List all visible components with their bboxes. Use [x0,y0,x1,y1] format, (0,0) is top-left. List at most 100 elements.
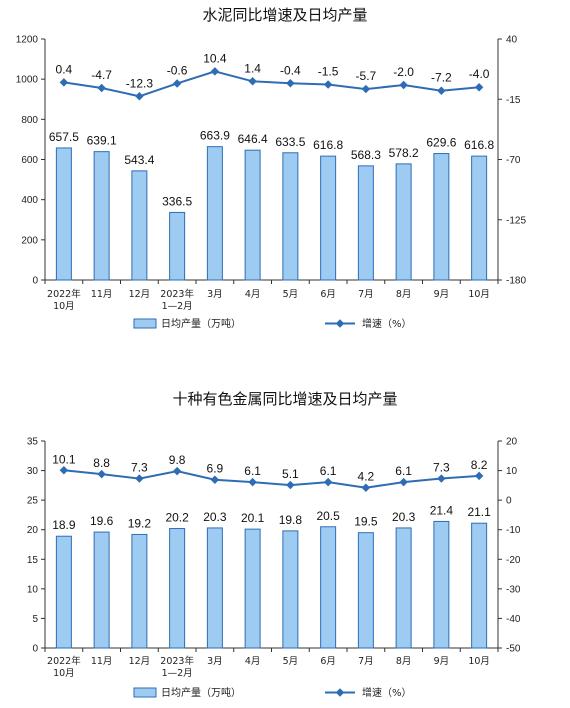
bar-value-label: 21.1 [467,505,491,519]
category-label: 2022年 10月 [47,655,81,679]
left-tick-label: 200 [21,235,38,246]
line-marker [399,80,408,90]
legend-bar-swatch [133,318,157,329]
bar-value-label: 663.9 [200,129,230,143]
left-tick-label: 35 [27,437,39,448]
line-marker [323,80,333,89]
line-value-label: 6.1 [244,464,261,478]
bar-value-label: 616.8 [313,138,343,152]
bar [169,211,186,281]
category-label: 5月 [283,656,299,667]
left-tick-label: 1000 [16,75,39,86]
category-label: 2023年 1—2月 [160,288,194,312]
left-tick-label: 20 [27,525,39,536]
bar [357,532,374,649]
category-label: 3月 [207,289,223,300]
category-label: 11月 [91,289,113,300]
category-label: 4月 [245,289,261,300]
line-value-label: -2.0 [393,65,414,79]
line-value-label: 0.4 [56,62,73,76]
left-tick-label: 15 [27,555,39,566]
line-marker [248,77,257,86]
left-tick-label: 400 [21,195,38,206]
legend-bar-swatch [133,687,157,698]
bar [471,522,488,649]
line-value-label: 1.4 [244,61,261,75]
bar [433,153,450,281]
category-label: 11月 [91,656,113,667]
bar-value-label: 20.5 [316,509,340,523]
line-marker [59,78,69,87]
bar [131,533,148,649]
bar-value-label: 20.2 [165,511,189,525]
line-marker [286,480,295,490]
legend-line-marker [335,319,345,328]
bar-value-label: 646.4 [238,132,268,146]
line-marker [437,86,446,95]
bar [93,151,110,281]
left-tick-label: 10 [27,584,39,595]
growth-line [63,469,480,489]
bar [320,155,337,281]
bar-value-label: 19.8 [279,513,303,527]
chart-title: 水泥同比增速及日均产量 [202,6,367,24]
line-value-label: -0.4 [280,63,301,77]
bar-value-label: 657.5 [49,130,79,144]
line-marker [135,474,144,483]
bar-value-label: 578.2 [389,146,419,160]
bar-value-label: 20.3 [392,510,416,524]
category-label: 8月 [396,289,412,300]
line-value-label: 6.1 [395,464,412,478]
bar-value-label: 19.6 [90,514,114,528]
left-tick-label: 600 [21,155,38,166]
bar [282,530,299,649]
bar [244,149,261,281]
bar-value-label: 21.4 [430,503,454,517]
line-marker [172,79,182,88]
right-tick-label: 0 [506,496,512,507]
line-marker [286,79,295,88]
right-tick-label: -70 [506,155,521,166]
category-label: 12月 [129,656,151,667]
category-label: 7月 [358,656,374,667]
category-label: 4月 [245,656,261,667]
bar [395,527,412,649]
line-value-label: 8.8 [93,456,110,470]
category-label: 3月 [207,656,223,667]
left-tick-label: 0 [32,644,38,655]
line-value-label: 10.4 [203,51,227,65]
right-tick-label: 20 [506,437,518,448]
line-marker [210,67,220,76]
line-value-label: 6.9 [207,462,224,476]
right-tick-label: -50 [506,644,521,655]
line-marker [97,469,106,479]
bar [471,155,488,281]
line-value-label: -4.7 [91,68,112,82]
line-value-label: 4.2 [358,470,375,484]
left-tick-label: 5 [32,614,38,625]
line-value-label: 7.3 [131,461,148,475]
category-label: 6月 [320,289,336,300]
bar-value-label: 18.9 [52,518,76,532]
category-label: 6月 [320,656,336,667]
line-value-label: 6.1 [320,464,337,478]
line-value-label: 8.2 [471,458,488,472]
category-label: 10月 [468,289,490,300]
right-tick-label: -125 [506,215,526,226]
line-marker [323,477,333,487]
line-value-label: 5.1 [282,467,299,481]
left-tick-label: 1200 [16,35,39,46]
right-tick-label: -180 [506,276,526,287]
line-value-label: -7.2 [431,71,452,85]
legend-line-label: 增速（%） [362,317,412,330]
bar-value-label: 19.2 [128,516,152,530]
bar-value-label: 20.1 [241,511,265,525]
left-tick-label: 25 [27,496,39,507]
category-label: 10月 [468,656,490,667]
bar [244,528,261,649]
line-marker [474,82,484,92]
bar-value-label: 20.3 [203,510,227,524]
bar-value-label: 543.4 [124,153,154,167]
bar [357,165,374,281]
